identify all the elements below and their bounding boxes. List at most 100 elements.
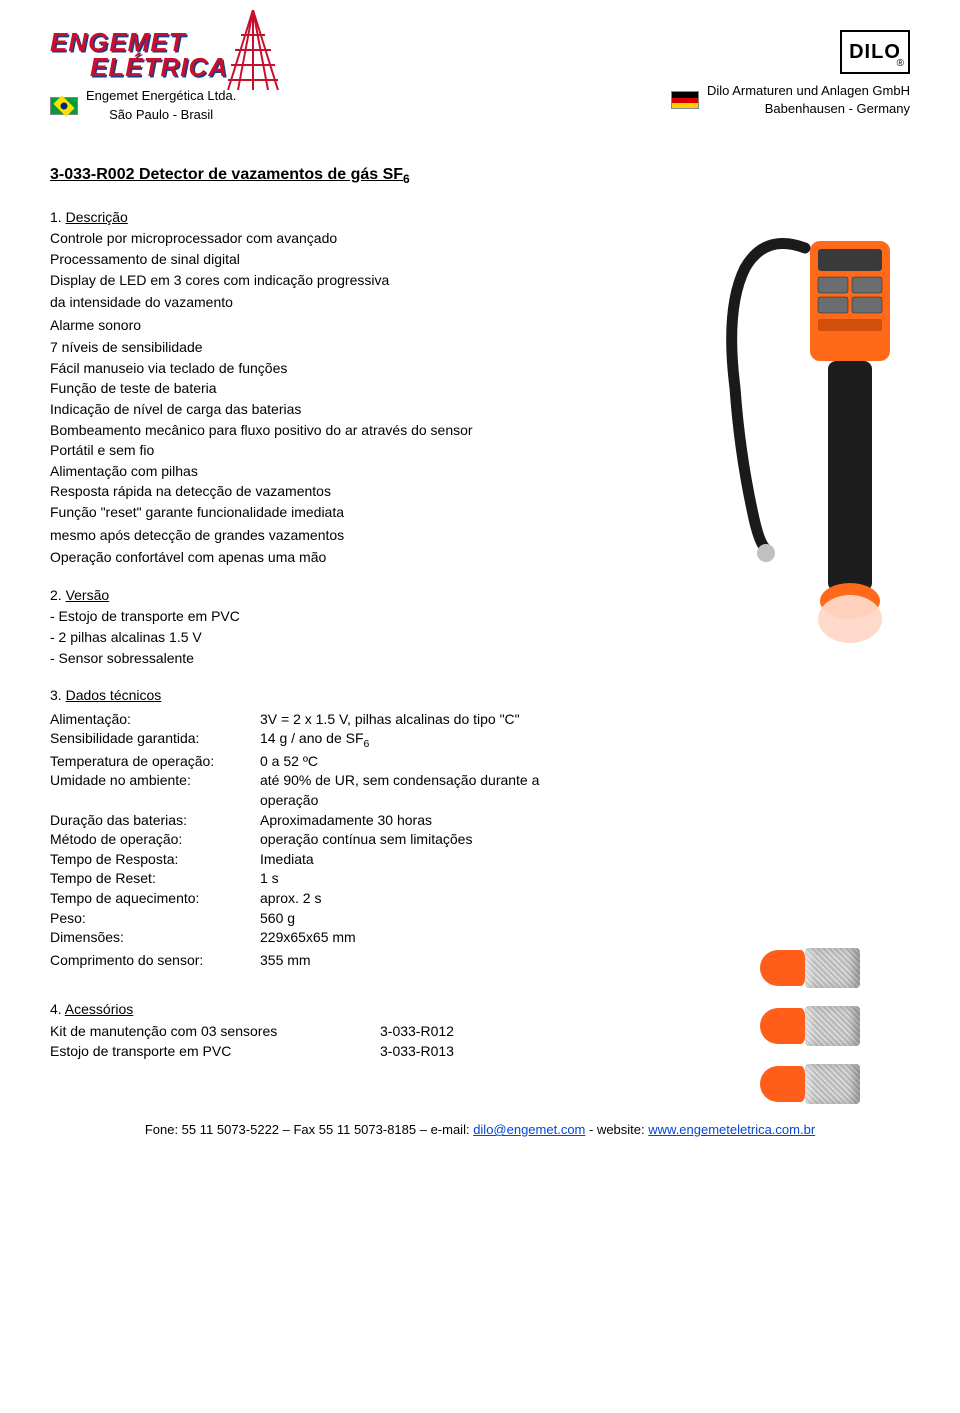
tech-label: Dimensões: — [50, 928, 260, 948]
page-title: 3-033-R002 Detector de vazamentos de gás… — [50, 164, 910, 188]
logo-engemet-wrap: ENGEMET ELÉTRICA — [50, 30, 278, 79]
tech-value: 3V = 2 x 1.5 V, pilhas alcalinas do tipo… — [260, 710, 600, 730]
desc-line: - 2 pilhas alcalinas 1.5 V — [50, 628, 600, 648]
desc-line: - Sensor sobressalente — [50, 649, 600, 669]
title-subscript: 6 — [403, 172, 410, 186]
tech-row: Dimensões:229x65x65 mm — [50, 928, 600, 948]
right-company-row: Dilo Armaturen und Anlagen GmbH Babenhau… — [671, 82, 910, 118]
footer-website-link[interactable]: www.engemeteletrica.com.br — [648, 1122, 815, 1137]
s4-num: 4. — [50, 1001, 65, 1017]
right-company-text: Dilo Armaturen und Anlagen GmbH Babenhau… — [707, 82, 910, 118]
tech-row: Comprimento do sensor: 355 mm — [50, 951, 600, 971]
sensor-item — [760, 948, 910, 988]
desc-line: 7 níveis de sensibilidade — [50, 338, 600, 358]
section-3-heading: 3. Dados técnicos — [50, 686, 600, 706]
sensor-tip-icon — [760, 950, 805, 986]
tech-label: Peso: — [50, 909, 260, 929]
logo-line2: ELÉTRICA — [90, 55, 228, 80]
dilo-label: DILO — [849, 38, 901, 66]
desc-spaced-line: Operação confortável com apenas uma mão — [50, 548, 600, 568]
tech-value: aprox. 2 s — [260, 889, 600, 909]
tech-row: Tempo de Reset:1 s — [50, 869, 600, 889]
header-left: ENGEMET ELÉTRICA Engem — [50, 30, 278, 124]
tech-row: Duração das baterias:Aproximadamente 30 … — [50, 811, 600, 831]
tech-value: operação contínua sem limitações — [260, 830, 600, 850]
tech-value: 1 s — [260, 869, 600, 889]
tech-label: Tempo de Resposta: — [50, 850, 260, 870]
antenna-icon — [223, 10, 283, 90]
acc-code: 3-033-R013 — [380, 1042, 454, 1062]
footer-mid: - website: — [585, 1122, 648, 1137]
sensor-item — [760, 1006, 910, 1046]
version-block: - Estojo de transporte em PVC- 2 pilhas … — [50, 607, 600, 668]
tech-value: Aproximadamente 30 horas — [260, 811, 600, 831]
acc-block: Kit de manutenção com 03 sensores3-033-R… — [50, 1022, 600, 1061]
tech-value: até 90% de UR, sem condensação durante a… — [260, 771, 600, 810]
text-column: 1. Descrição Controle por microprocessad… — [50, 208, 600, 1061]
s3-num: 3. — [50, 687, 66, 703]
tech-row: Tempo de aquecimento:aprox. 2 s — [50, 889, 600, 909]
tech-value: 355 mm — [260, 951, 600, 971]
s1-label: Descrição — [66, 209, 128, 225]
desc-block-2: 7 níveis de sensibilidadeFácil manuseio … — [50, 338, 600, 522]
tech-label: Tempo de aquecimento: — [50, 889, 260, 909]
desc-line: Processamento de sinal digital — [50, 250, 600, 270]
tech-label: Duração das baterias: — [50, 811, 260, 831]
sensor-item — [760, 1064, 910, 1104]
tech-row: Temperatura de operação:0 a 52 ºC — [50, 752, 600, 772]
sensor-mesh-icon — [805, 1064, 860, 1104]
acc-code: 3-033-R012 — [380, 1022, 454, 1042]
logo-dilo: DILO — [840, 30, 910, 74]
product-image — [710, 213, 910, 663]
desc-line: Bombeamento mecânico para fluxo positivo… — [50, 421, 600, 441]
tech-label: Comprimento do sensor: — [50, 951, 260, 971]
section-2-heading: 2. Versão — [50, 586, 600, 606]
s2-label: Versão — [66, 587, 110, 603]
left-company-line1: Engemet Energética Ltda. — [86, 87, 236, 105]
desc-line: Fácil manuseio via teclado de funções — [50, 359, 600, 379]
flag-de-stripe-gold — [672, 103, 698, 108]
tech-label: Temperatura de operação: — [50, 752, 260, 772]
desc-spaced-line: mesmo após detecção de grandes vazamento… — [50, 526, 600, 546]
tech-value: 560 g — [260, 909, 600, 929]
tech-row: Tempo de Resposta:Imediata — [50, 850, 600, 870]
acc-label: Estojo de transporte em PVC — [50, 1042, 380, 1062]
right-company-line2: Babenhausen - Germany — [707, 100, 910, 118]
section-1-heading: 1. Descrição — [50, 208, 600, 228]
s4-label: Acessórios — [65, 1001, 133, 1017]
right-company-line1: Dilo Armaturen und Anlagen GmbH — [707, 82, 910, 100]
flag-brazil-icon — [50, 97, 78, 115]
tech-label: Umidade no ambiente: — [50, 771, 260, 810]
tech-value: 14 g / ano de SF6 — [260, 729, 600, 751]
tech-row: Alimentação:3V = 2 x 1.5 V, pilhas alcal… — [50, 710, 600, 730]
tech-label: Sensibilidade garantida: — [50, 729, 260, 751]
desc-line: Portátil e sem fio — [50, 441, 600, 461]
tech-value: 229x65x65 mm — [260, 928, 600, 948]
desc-spaced-line: Alarme sonoro — [50, 316, 600, 336]
sensor-tip-icon — [760, 1008, 805, 1044]
tech-value: 0 a 52 ºC — [260, 752, 600, 772]
footer-email-link[interactable]: dilo@engemet.com — [473, 1122, 585, 1137]
logo-engemet: ENGEMET ELÉTRICA — [50, 30, 228, 79]
s2-num: 2. — [50, 587, 66, 603]
acc-row: Kit de manutenção com 03 sensores3-033-R… — [50, 1022, 600, 1042]
desc-line: Função de teste de bateria — [50, 379, 600, 399]
tech-label: Método de operação: — [50, 830, 260, 850]
left-company-text: Engemet Energética Ltda. São Paulo - Bra… — [86, 87, 236, 123]
tech-value: Imediata — [260, 850, 600, 870]
s3-label: Dados técnicos — [66, 687, 162, 703]
desc-spaced-line: da intensidade do vazamento — [50, 293, 600, 313]
sensor-spares — [760, 948, 910, 1122]
sensor-mesh-icon — [805, 948, 860, 988]
acc-label: Kit de manutenção com 03 sensores — [50, 1022, 380, 1042]
acc-row: Estojo de transporte em PVC3-033-R013 — [50, 1042, 600, 1062]
tech-table: Alimentação:3V = 2 x 1.5 V, pilhas alcal… — [50, 710, 600, 948]
section-4-heading: 4. Acessórios — [50, 1000, 600, 1020]
tech-row: Umidade no ambiente:até 90% de UR, sem c… — [50, 771, 600, 810]
desc-line: Função "reset" garante funcionalidade im… — [50, 503, 600, 523]
desc-line: Controle por microprocessador com avança… — [50, 229, 600, 249]
title-prefix: 3-033-R002 Detector de vazamentos de gás… — [50, 166, 403, 183]
flag-germany-icon — [671, 91, 699, 109]
tech-row: Método de operação:operação contínua sem… — [50, 830, 600, 850]
s1-num: 1. — [50, 209, 66, 225]
